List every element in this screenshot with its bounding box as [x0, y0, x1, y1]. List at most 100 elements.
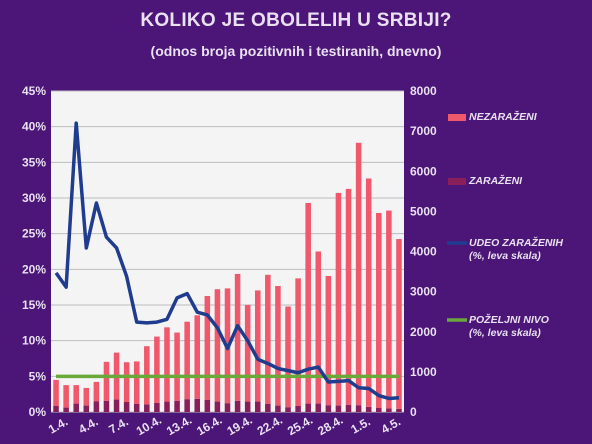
x-axis-tick-label: 10.4. — [134, 413, 164, 438]
bar-nezarazeni — [184, 321, 190, 400]
left-axis-tick-label: 10% — [22, 334, 46, 348]
bar-zarazeni — [133, 403, 140, 412]
bar-nezarazeni — [204, 296, 211, 400]
bar-zarazeni — [174, 400, 180, 412]
bar-nezarazeni — [53, 379, 59, 406]
right-axis-tick-label: 6000 — [410, 164, 437, 178]
x-axis-tick-label: 16.4. — [194, 413, 224, 438]
bar-nezarazeni — [174, 332, 180, 401]
x-axis-tick-label: 7.4. — [106, 414, 130, 436]
bar-nezarazeni — [285, 306, 291, 408]
legend-marker — [448, 178, 466, 185]
right-axis-tick-label: 8000 — [410, 84, 437, 98]
bar-zarazeni — [355, 405, 362, 412]
left-axis-tick-label: 30% — [22, 191, 46, 205]
chart-title: KOLIKO JE OBOLELIH U SRBIJI? — [140, 10, 452, 31]
x-axis-tick-label: 19.4. — [225, 413, 255, 438]
bar-nezarazeni — [63, 385, 69, 408]
left-axis-tick-label: 45% — [22, 84, 46, 98]
x-axis-tick-label: 28.4. — [315, 413, 345, 438]
x-axis-tick-label: 4.4. — [76, 414, 100, 436]
bar-zarazeni — [113, 399, 120, 412]
bar-zarazeni — [365, 406, 372, 412]
bar-zarazeni — [154, 402, 160, 412]
right-axis-tick-label: 2000 — [410, 325, 437, 339]
bar-nezarazeni — [133, 361, 140, 404]
bar-nezarazeni — [275, 286, 281, 406]
bar-zarazeni — [73, 403, 79, 412]
bar-nezarazeni — [265, 274, 271, 404]
right-axis-tick-label: 3000 — [410, 285, 437, 299]
bar-zarazeni — [345, 404, 352, 412]
bar-nezarazeni — [103, 361, 110, 401]
bar-zarazeni — [295, 405, 301, 412]
left-axis-tick-label: 20% — [22, 262, 46, 276]
bar-zarazeni — [285, 407, 291, 412]
legend-label: POŽELJNI NIVO — [469, 313, 549, 326]
legend-sublabel: (%, leva skala) — [469, 250, 541, 262]
bar-nezarazeni — [194, 315, 201, 399]
bar-zarazeni — [376, 407, 382, 412]
x-axis-tick-label: 25.4. — [285, 413, 315, 438]
bar-nezarazeni — [83, 387, 90, 406]
bar-nezarazeni — [73, 385, 79, 404]
x-axis-tick-label: 22.4. — [255, 413, 285, 438]
bar-zarazeni — [53, 405, 59, 412]
x-axis-tick-label: 13.4. — [164, 413, 194, 438]
left-axis-tick-label: 0% — [29, 405, 47, 419]
bar-zarazeni — [214, 401, 221, 412]
bar-zarazeni — [234, 400, 241, 412]
bar-nezarazeni — [386, 210, 392, 409]
bar-nezarazeni — [355, 142, 362, 406]
bar-zarazeni — [386, 408, 392, 412]
right-axis-tick-label: 5000 — [410, 204, 437, 218]
bar-zarazeni — [335, 405, 342, 412]
right-axis-tick-label: 7000 — [410, 124, 437, 138]
bar-zarazeni — [144, 404, 150, 412]
legend-label: UDEO ZARAŽENIH — [469, 236, 563, 249]
bar-nezarazeni — [244, 304, 251, 402]
bar-zarazeni — [224, 403, 231, 412]
bar-nezarazeni — [234, 273, 241, 401]
bar-nezarazeni — [365, 178, 372, 407]
x-axis-tick-label: 1.5. — [348, 414, 372, 436]
bar-zarazeni — [103, 400, 110, 412]
chart-subtitle: (odnos broja pozitivnih i testiranih, dn… — [150, 43, 442, 59]
legend-marker — [448, 114, 466, 121]
udeo-zarazenih-line — [54, 121, 400, 401]
bar-zarazeni — [93, 401, 100, 412]
left-axis-tick-label: 15% — [22, 298, 46, 312]
bar-zarazeni — [184, 399, 190, 412]
legend-label: ZARAŽENI — [468, 174, 523, 187]
legend-label: NEZARAŽENI — [469, 110, 538, 123]
bar-zarazeni — [123, 401, 130, 412]
bar-zarazeni — [83, 405, 90, 412]
bar-nezarazeni — [325, 275, 332, 406]
bar-nezarazeni — [295, 278, 301, 406]
bar-zarazeni — [164, 401, 170, 412]
x-axis-tick-label: 4.5. — [379, 414, 403, 436]
legend-sublabel: (%, leva skala) — [469, 327, 541, 339]
left-axis-tick-label: 5% — [29, 369, 47, 383]
bar-zarazeni — [244, 401, 251, 412]
bar-nezarazeni — [396, 239, 402, 409]
bar-zarazeni — [204, 399, 211, 412]
bar-zarazeni — [63, 407, 69, 412]
bar-zarazeni — [325, 405, 332, 412]
left-axis: 0% 5% 10% 15% 20% 25% 30% 35% 40% 45% — [22, 84, 46, 419]
bar-nezarazeni — [305, 202, 311, 404]
bar-nezarazeni — [335, 192, 342, 406]
left-axis-tick-label: 35% — [22, 155, 46, 169]
bar-zarazeni — [275, 405, 281, 412]
right-axis-tick-label: 4000 — [410, 245, 437, 259]
bar-zarazeni — [315, 403, 322, 412]
bar-zarazeni — [396, 408, 402, 412]
bar-nezarazeni — [376, 212, 382, 408]
x-axis-tick-label: 1.4. — [46, 414, 70, 436]
left-axis-tick-label: 40% — [22, 120, 46, 134]
bar-nezarazeni — [154, 336, 160, 403]
bar-zarazeni — [254, 401, 261, 412]
bar-nezarazeni — [315, 251, 322, 404]
line-series — [54, 121, 400, 401]
